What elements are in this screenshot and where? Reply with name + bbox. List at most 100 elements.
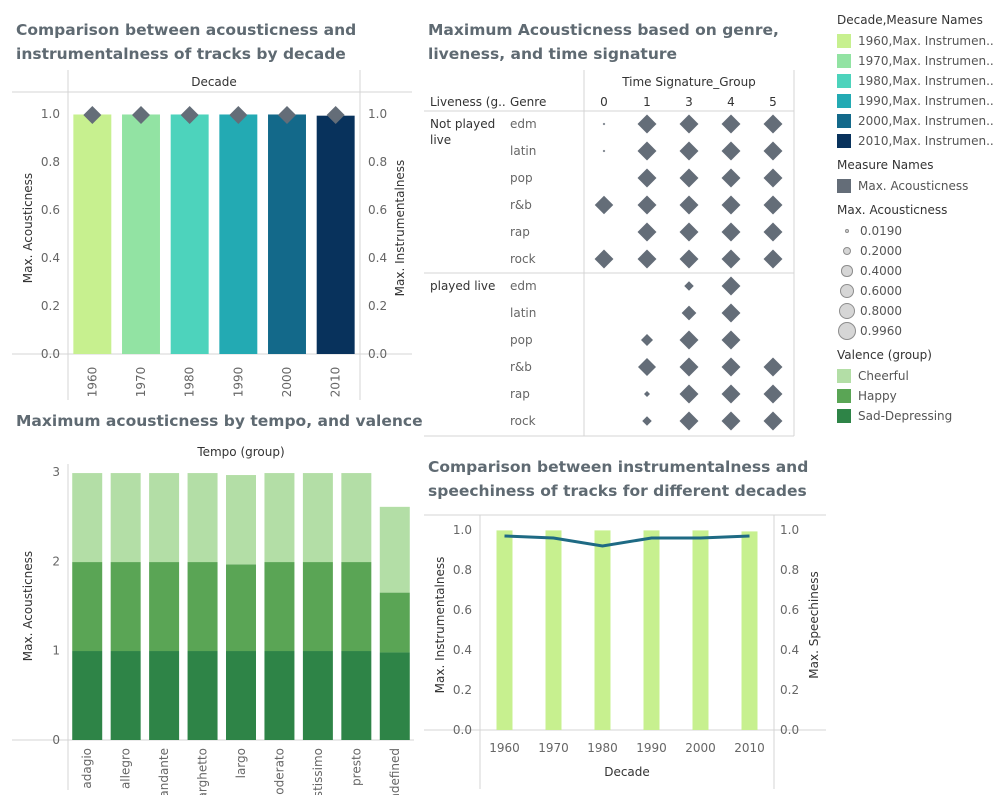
size-legend-circle-box [837, 321, 857, 341]
chart2-acousticness-marker [679, 411, 699, 431]
chart1-x-tick: 1960 [85, 367, 99, 398]
chart3-bar-segment [302, 651, 333, 740]
chart1-y2-axis-label: Max. Instrumentalness [393, 160, 407, 297]
chart1-y-tick: 1.0 [41, 107, 60, 121]
chart3-bar-segment [149, 562, 180, 652]
size-legend-item: 0.9960 [837, 321, 997, 341]
chart1-y-axis-label: Max. Acousticness [21, 173, 35, 283]
decade-legend-item[interactable]: 1990,Max. Instrumen.. [837, 91, 997, 111]
valence-legend-item-swatch [837, 389, 851, 403]
chart2-acousticness-marker [637, 114, 657, 134]
chart3-title-line1: Maximum acousticness by tempo, and valen… [16, 412, 423, 430]
chart4-bar [643, 530, 660, 730]
chart2-acousticness-marker [763, 357, 783, 377]
chart1-bar [170, 114, 209, 354]
chart1-acousticness-marker [83, 105, 102, 124]
chart2-acousticness-marker [637, 222, 657, 242]
chart2-acousticness-marker [637, 195, 657, 215]
chart2-acousticness-marker [642, 416, 652, 426]
decade-legend-item[interactable]: 1960,Max. Instrumen.. [837, 31, 997, 51]
chart4-y2-tick: 0.8 [780, 563, 799, 577]
valence-legend-item[interactable]: Sad-Depressing [837, 406, 997, 426]
measure-legend-item-swatch [837, 179, 851, 193]
chart2-column-label: 0 [600, 95, 608, 109]
chart4-y-tick: 0.4 [453, 643, 472, 657]
chart3-bar-segment [302, 473, 333, 563]
valence-legend: Valence (group) Cheerful Happy Sad-Depress… [837, 347, 997, 426]
valence-legend-item-swatch [837, 409, 851, 423]
chart1-acousticness-marker [132, 105, 150, 124]
chart4-title-line1: Comparison between instrumentalness and [428, 458, 809, 476]
chart3-bar-segment [149, 473, 180, 563]
chart4-x-axis-label: Decade [604, 765, 650, 779]
measure-legend: Measure Names Max. Acousticness [837, 157, 997, 196]
chart2-acousticness-marker [721, 384, 741, 404]
chart3-bar-segment [110, 651, 141, 740]
decade-legend-item[interactable]: 1980,Max. Instrumen.. [837, 71, 997, 91]
chart4-bar [741, 531, 758, 730]
chart2-acousticness-marker [721, 114, 741, 134]
chart2-acousticness-marker [763, 168, 783, 188]
size-legend-circle [841, 265, 853, 277]
chart4-title-line2: speechiness of tracks for different deca… [428, 482, 807, 500]
chart1-bar [316, 115, 355, 355]
size-legend: Max. Acousticness 0.0190 0.2000 0.4000 0.60… [837, 202, 997, 341]
chart1-x-tick: 2010 [329, 367, 343, 398]
size-legend-circle [838, 302, 856, 320]
chart4-y2-tick: 1.0 [780, 523, 799, 537]
decade-legend-item[interactable]: 1970,Max. Instrumen.. [837, 51, 997, 71]
valence-legend-item[interactable]: Cheerful [837, 366, 997, 386]
chart4-x-tick: 1990 [636, 741, 667, 755]
decade-legend-item-swatch [837, 114, 851, 128]
chart1-x-tick: 1970 [134, 367, 148, 398]
chart2-acousticness-marker [721, 249, 741, 269]
chart3-bar-segment [226, 564, 256, 652]
chart3-y-tick: 3 [52, 465, 60, 479]
decade-legend-item[interactable]: 2010,Max. Instrumen.. [837, 131, 997, 151]
valence-legend-item[interactable]: Happy [837, 386, 997, 406]
chart3-bar-segment [264, 562, 295, 652]
chart2-acousticness-marker [763, 249, 783, 269]
valence-legend-item-label: Cheerful [858, 369, 909, 383]
size-legend-item: 0.0190 [837, 221, 997, 241]
chart3-x-tick: largo [234, 748, 248, 778]
valence-legend-item-label: Happy [858, 389, 897, 403]
decade-legend-item-label: 2010,Max. Instrumen.. [858, 134, 994, 148]
chart1-y2-tick: 0.6 [368, 203, 387, 217]
decade-legend-title: Decade,Measure Names [837, 13, 983, 27]
chart3-bar-segment [379, 652, 410, 740]
chart1-y-tick: 0.4 [41, 251, 60, 265]
chart4-y-tick: 0.8 [453, 563, 472, 577]
measure-legend-item[interactable]: Max. Acousticness [837, 176, 997, 196]
size-legend-circle-box [837, 301, 857, 321]
chart2-acousticness-marker [721, 330, 741, 350]
chart3-bar-segment [341, 651, 372, 740]
decade-legend-item[interactable]: 2000,Max. Instrumen.. [837, 111, 997, 131]
chart2-genre-label: rock [510, 414, 536, 428]
chart2-row-header-genre: Genre [510, 95, 546, 109]
chart2-genre-label: edm [510, 117, 537, 131]
chart2-acousticness-marker [637, 168, 657, 188]
chart2-column-label: 3 [685, 95, 693, 109]
chart2-column-label: 1 [643, 95, 651, 109]
measure-legend-item-label: Max. Acousticness [858, 179, 969, 193]
chart2-group-label: live [430, 133, 451, 147]
size-legend-circle-box [837, 281, 857, 301]
decade-legend-item-swatch [837, 54, 851, 68]
size-legend-circle [845, 229, 849, 233]
decade-legend-item-swatch [837, 94, 851, 108]
measure-legend-title: Measure Names [837, 158, 934, 172]
chart3-x-tick: andante [157, 748, 171, 795]
size-legend-label: 0.0190 [860, 224, 902, 238]
valence-legend-item-label: Sad-Depressing [858, 409, 953, 423]
chart1-y2-tick: 0.2 [368, 299, 387, 313]
decade-legend-item-label: 1980,Max. Instrumen.. [858, 74, 994, 88]
chart2-acousticness-marker [721, 411, 741, 431]
decade-legend-item-swatch [837, 74, 851, 88]
chart4-y2-tick: 0.6 [780, 603, 799, 617]
chart4-y-tick: 0.0 [453, 723, 472, 737]
size-legend-item: 0.4000 [837, 261, 997, 281]
chart2-genre-label: r&b [510, 198, 532, 212]
chart3-bar-segment [341, 473, 372, 563]
chart2-acousticness-marker [602, 149, 606, 153]
